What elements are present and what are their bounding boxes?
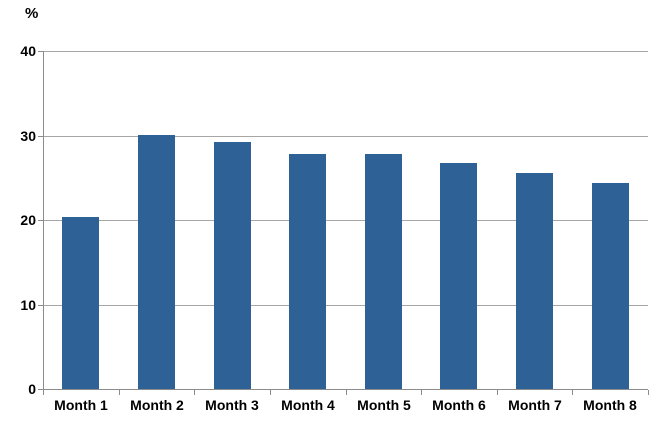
bar-month-8 bbox=[592, 183, 629, 389]
x-tick-mark-7 bbox=[572, 390, 573, 395]
x-axis-line bbox=[43, 389, 648, 390]
x-tick-mark-0 bbox=[43, 390, 44, 395]
bar-month-5 bbox=[365, 154, 402, 389]
x-tick-mark-3 bbox=[270, 390, 271, 395]
x-tick-mark-6 bbox=[497, 390, 498, 395]
x-axis-label-6: Month 6 bbox=[432, 397, 486, 413]
x-axis-label-7: Month 7 bbox=[508, 397, 562, 413]
y-tick-label-20: 20 bbox=[20, 212, 36, 228]
bar-month-6 bbox=[440, 163, 477, 389]
y-tick-label-0: 0 bbox=[28, 381, 36, 397]
y-tick-mark-10 bbox=[38, 305, 43, 306]
y-tick-mark-20 bbox=[38, 220, 43, 221]
y-tick-mark-0 bbox=[38, 389, 43, 390]
x-axis-label-1: Month 1 bbox=[54, 397, 108, 413]
y-axis-unit-label: % bbox=[25, 5, 39, 22]
gridline-30 bbox=[43, 136, 648, 137]
bar-month-3 bbox=[214, 142, 251, 389]
y-tick-mark-40 bbox=[38, 51, 43, 52]
y-tick-label-30: 30 bbox=[20, 128, 36, 144]
bar-month-7 bbox=[516, 173, 553, 389]
y-tick-mark-30 bbox=[38, 136, 43, 137]
x-tick-mark-5 bbox=[421, 390, 422, 395]
x-tick-mark-4 bbox=[346, 390, 347, 395]
x-tick-mark-2 bbox=[194, 390, 195, 395]
bar-month-2 bbox=[138, 135, 175, 389]
y-tick-label-40: 40 bbox=[20, 43, 36, 59]
x-axis-label-3: Month 3 bbox=[205, 397, 259, 413]
x-axis-label-5: Month 5 bbox=[357, 397, 411, 413]
bar-month-4 bbox=[289, 154, 326, 389]
gridline-40 bbox=[43, 51, 648, 52]
x-tick-mark-8 bbox=[648, 390, 649, 395]
y-axis-line bbox=[43, 51, 44, 389]
gridline-20 bbox=[43, 220, 648, 221]
x-axis-label-4: Month 4 bbox=[281, 397, 335, 413]
x-axis-label-8: Month 8 bbox=[583, 397, 637, 413]
gridline-10 bbox=[43, 305, 648, 306]
x-tick-mark-1 bbox=[119, 390, 120, 395]
x-axis-label-2: Month 2 bbox=[130, 397, 184, 413]
y-tick-label-10: 10 bbox=[20, 297, 36, 313]
bar-month-1 bbox=[62, 217, 99, 389]
